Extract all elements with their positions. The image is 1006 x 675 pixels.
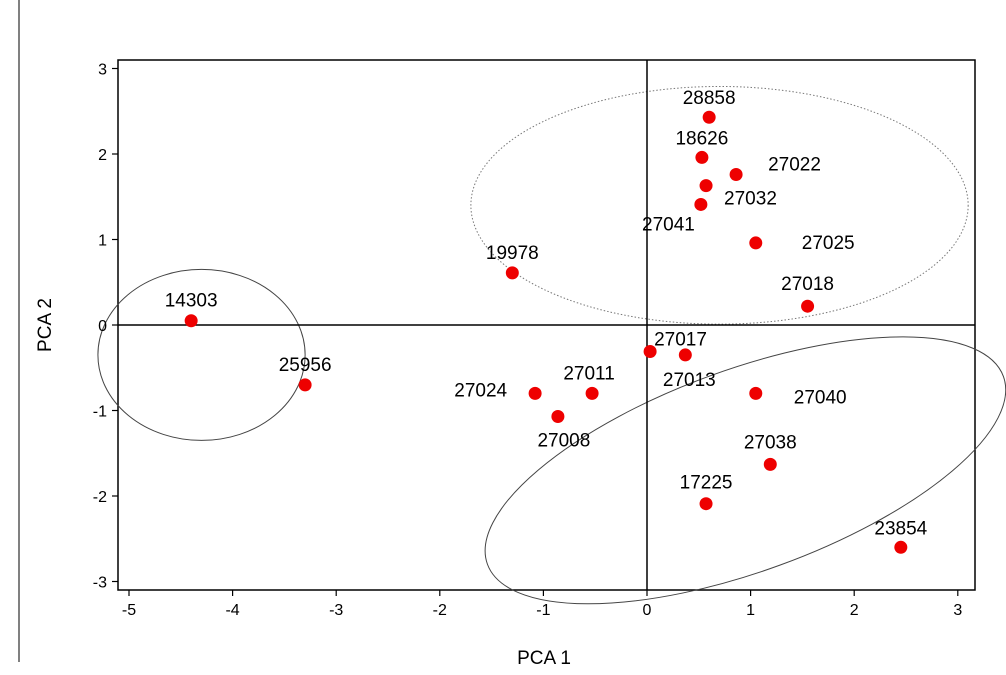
y-tick-label: -2 xyxy=(93,489,107,506)
point-label: 27038 xyxy=(744,432,797,453)
x-tick-label: -4 xyxy=(225,602,239,619)
point-label: 27025 xyxy=(802,233,855,254)
x-axis-ticks: -5 -4 -3 -2 -1 0 1 2 3 xyxy=(122,590,962,619)
point-label: 27008 xyxy=(537,430,590,451)
point-27040 xyxy=(749,386,763,400)
point-label: 27017 xyxy=(654,330,707,351)
point-label: 27032 xyxy=(724,189,777,210)
point-label: 27011 xyxy=(563,363,614,384)
point-27025 xyxy=(749,236,763,250)
y-tick-label: 3 xyxy=(98,62,107,79)
y-tick-label: 1 xyxy=(98,233,107,250)
point-label: 27024 xyxy=(454,380,507,401)
point-27022 xyxy=(729,168,743,182)
y-tick-label: 2 xyxy=(98,147,107,164)
x-tick-label: -2 xyxy=(433,602,447,619)
point-14303 xyxy=(184,314,198,328)
x-tick-label: 1 xyxy=(746,602,755,619)
point-label: 27041 xyxy=(642,214,695,235)
x-tick-label: -3 xyxy=(329,602,343,619)
point-27024 xyxy=(528,386,542,400)
data-points: 28858 18626 27022 27032 27041 27025 19978 27018… xyxy=(165,88,928,554)
point-25956 xyxy=(298,378,312,392)
point-27013 xyxy=(678,348,692,362)
group-ellipses xyxy=(97,85,1006,605)
x-axis-title: PCA 1 xyxy=(517,648,571,669)
point-27038 xyxy=(763,457,777,471)
zero-reference-lines xyxy=(118,60,975,590)
point-17225 xyxy=(699,497,713,511)
point-label: 14303 xyxy=(165,291,218,312)
x-tick-label: -1 xyxy=(536,602,550,619)
ellipse-group-left xyxy=(97,268,306,441)
point-label: 19978 xyxy=(486,243,539,264)
y-tick-label: -3 xyxy=(93,575,107,592)
point-label: 27040 xyxy=(794,387,847,408)
point-23854 xyxy=(894,540,908,554)
x-tick-label: -5 xyxy=(122,602,136,619)
point-label: 28858 xyxy=(683,88,736,109)
point-27008 xyxy=(551,409,565,423)
point-27032 xyxy=(699,179,713,193)
point-label: 17225 xyxy=(680,473,733,494)
point-27011 xyxy=(585,386,599,400)
point-27041 xyxy=(694,197,708,211)
point-27017 xyxy=(643,345,657,359)
x-tick-label: 3 xyxy=(953,602,962,619)
point-label: 23854 xyxy=(874,518,927,539)
point-label: 27022 xyxy=(768,155,821,176)
point-27018 xyxy=(801,299,815,313)
x-tick-label: 0 xyxy=(643,602,652,619)
point-28858 xyxy=(702,110,716,124)
point-label: 27013 xyxy=(663,370,716,391)
y-axis-title: PCA 2 xyxy=(35,298,56,352)
point-label: 25956 xyxy=(279,355,332,376)
point-19978 xyxy=(505,266,519,280)
point-label: 18626 xyxy=(675,128,728,149)
y-tick-label: -1 xyxy=(93,404,107,421)
ellipse-group-top xyxy=(470,85,969,325)
y-axis-ticks: -3 -2 -1 0 1 2 3 xyxy=(93,62,118,592)
x-tick-label: 2 xyxy=(850,602,859,619)
point-label: 27018 xyxy=(781,274,834,295)
point-18626 xyxy=(695,150,709,164)
y-tick-label: 0 xyxy=(98,318,107,335)
ellipse-group-bottom xyxy=(484,336,1006,605)
